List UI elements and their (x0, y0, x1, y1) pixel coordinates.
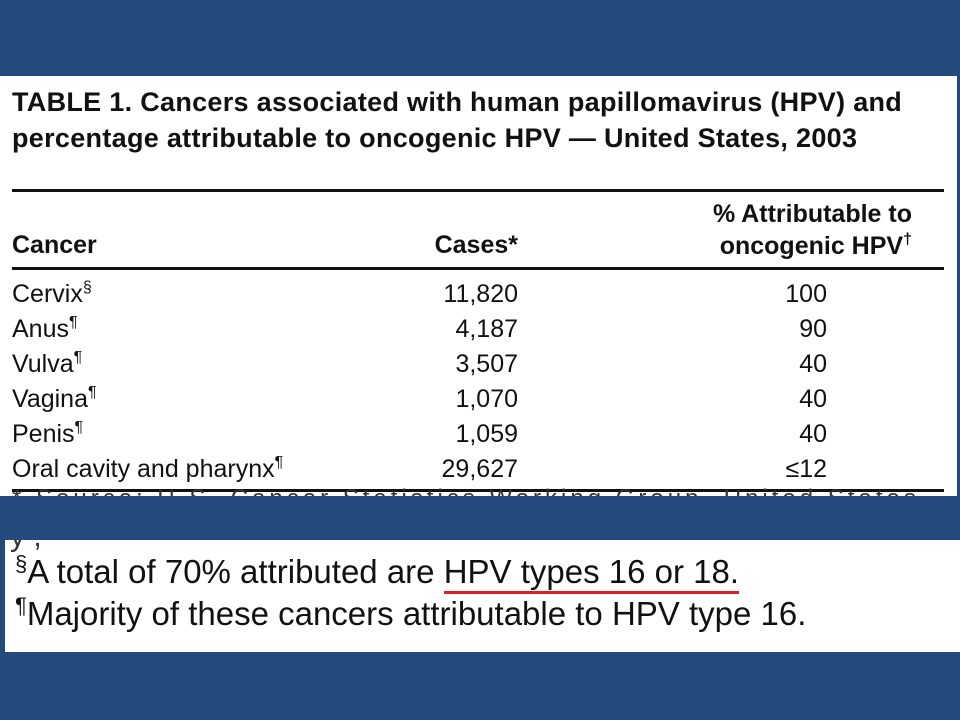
table-row: Vagina¶ 1,070 40 (0, 383, 957, 418)
cases-cell: 1,070 (455, 385, 518, 413)
cut-off-text: y , (10, 540, 42, 554)
footnote-mark: ¶ (74, 419, 84, 436)
cancer-name: Penis (12, 420, 75, 448)
cut-off-footnote: * Source: U.S. Cancer Statistics Working… (12, 485, 920, 496)
cancer-cell: Anus¶ (12, 315, 78, 344)
section-mark: § (15, 551, 28, 576)
header-percent-attributable: % Attributable to oncogenic HPV† (640, 198, 912, 262)
percent-cell: ≤12 (785, 455, 827, 483)
header-percent-line2-text: oncogenic HPV (719, 232, 904, 260)
notes-panel: y , §A total of 70% attributed are HPV t… (5, 540, 960, 652)
header-percent-line2: oncogenic HPV† (640, 230, 912, 262)
table-row: Vulva¶ 3,507 40 (0, 348, 957, 383)
percent-cell: 90 (799, 315, 827, 343)
header-percent-line1: % Attributable to (712, 200, 912, 228)
pilcrow-mark: ¶ (15, 593, 27, 618)
cancer-cell: Vulva¶ (12, 350, 82, 379)
note1-text: A total of 70% attributed are (27, 553, 444, 590)
table-body: Cervix§ 11,820 100 Anus¶ 4,187 90 Vulva¶… (0, 278, 957, 488)
table-row: Penis¶ 1,059 40 (0, 418, 957, 453)
header-cases: Cases* (434, 231, 518, 259)
cancer-name: Anus (12, 315, 69, 343)
cancer-name: Vagina (12, 385, 88, 413)
table-panel: TABLE 1. Cancers associated with human p… (0, 76, 957, 496)
percent-cell: 100 (785, 280, 827, 308)
bottom-rule (12, 489, 944, 492)
note-type-16: ¶Majority of these cancers attributable … (15, 594, 806, 634)
table-row: Oral cavity and pharynx¶ 29,627 ≤12 (0, 453, 957, 488)
header-cancer: Cancer (12, 231, 97, 259)
table-title: TABLE 1. Cancers associated with human p… (12, 87, 903, 153)
cancer-name: Vulva (12, 350, 74, 378)
cases-cell: 4,187 (455, 315, 518, 343)
percent-cell: 40 (799, 350, 827, 378)
cancer-cell: Cervix§ (12, 280, 92, 309)
footnote-mark: ¶ (68, 314, 78, 331)
cases-cell: 11,820 (443, 280, 518, 308)
footnote-mark: § (82, 279, 92, 296)
cases-cell: 3,507 (455, 350, 518, 378)
cases-cell: 29,627 (441, 455, 518, 483)
background-strip (0, 496, 920, 542)
footnote-mark: ¶ (88, 384, 97, 401)
cancer-cell: Penis¶ (12, 420, 83, 449)
percent-cell: 40 (799, 420, 827, 448)
percent-cell: 40 (799, 385, 827, 413)
table-row: Anus¶ 4,187 90 (0, 313, 957, 348)
table-row: Cervix§ 11,820 100 (0, 278, 957, 313)
cases-cell: 1,059 (455, 420, 518, 448)
highlighted-hpv-types: HPV types 16 or 18. (443, 553, 740, 594)
note2-text: Majority of these cancers attributable t… (26, 595, 807, 632)
footnote-mark: ¶ (73, 349, 83, 366)
cancer-name: Oral cavity and pharynx (12, 455, 275, 483)
cancer-name: Cervix (12, 280, 83, 308)
cancer-cell: Oral cavity and pharynx¶ (12, 455, 283, 484)
title-rule (12, 189, 944, 192)
footnote-mark: ¶ (274, 454, 284, 471)
dagger-mark: † (903, 231, 912, 248)
cancer-cell: Vagina¶ (12, 385, 97, 414)
header-rule (12, 267, 944, 270)
note-types-16-18: §A total of 70% attributed are HPV types… (15, 551, 740, 594)
